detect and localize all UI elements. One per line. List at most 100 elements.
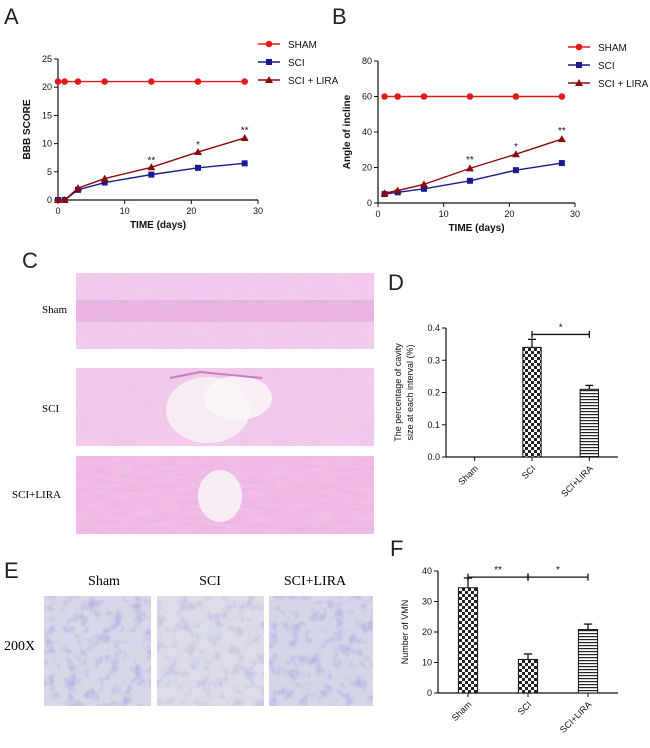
y-tick-label: 30 bbox=[422, 597, 432, 607]
bar-sci-lira bbox=[577, 629, 599, 694]
legend: SHAM SCI SCI + LIRA bbox=[568, 43, 649, 90]
histology-c-label-sci: SCI bbox=[42, 403, 59, 415]
y-tick-label: 40 bbox=[362, 127, 372, 137]
data-point-sci bbox=[148, 171, 155, 178]
data-point-sham bbox=[54, 78, 62, 85]
data-point-sham bbox=[558, 93, 566, 100]
y-tick-label: 25 bbox=[42, 54, 52, 64]
micrograph-sci bbox=[157, 596, 264, 706]
histology-image-sci bbox=[76, 368, 374, 446]
y-tick-label: 0 bbox=[427, 688, 432, 698]
y-tick-label: 40 bbox=[422, 566, 432, 576]
y-tick-label: 15 bbox=[42, 110, 52, 120]
x-tick-label-sci-lira: SCI+LIRA bbox=[558, 699, 594, 735]
y-tick-label: 60 bbox=[362, 92, 372, 102]
legend-label-sci-lira: SCI + LIRA bbox=[598, 79, 649, 90]
panel-label-a: A bbox=[4, 4, 19, 29]
data-point-sham bbox=[241, 78, 248, 85]
panel-label-f: F bbox=[390, 536, 403, 561]
significance-annotation: * bbox=[196, 140, 200, 151]
significance-annotation: ** bbox=[241, 125, 249, 136]
data-point-sham bbox=[194, 78, 202, 85]
legend-marker-sci bbox=[576, 62, 582, 68]
histology-c-label-sham: Sham bbox=[42, 304, 68, 316]
histology-e-col-sci: SCI bbox=[199, 574, 221, 589]
panel-label-c: C bbox=[22, 248, 38, 273]
x-tick-label-sci-lira: SCI+LIRA bbox=[559, 463, 595, 499]
data-point-sci bbox=[195, 164, 201, 171]
y-tick-label: 5 bbox=[47, 167, 52, 177]
data-point-sham bbox=[148, 78, 155, 85]
panel-label-e: E bbox=[4, 558, 19, 583]
data-point-sham bbox=[61, 78, 68, 85]
panel-label-b: B bbox=[332, 4, 347, 29]
legend-marker-sci-lira bbox=[575, 79, 583, 86]
y-axis-label: Number of VMN bbox=[400, 600, 410, 665]
data-point-sci-lira bbox=[54, 196, 62, 203]
data-point-sci-lira bbox=[74, 184, 82, 192]
y-tick-label: 10 bbox=[422, 658, 432, 668]
data-point-sham bbox=[381, 93, 388, 100]
y-tick-label: 20 bbox=[362, 163, 372, 173]
y-tick-label: 0.4 bbox=[427, 323, 440, 333]
y-tick-label: 20 bbox=[422, 627, 432, 637]
panel-label-d: D bbox=[388, 270, 404, 295]
data-point-sci-lira bbox=[393, 186, 402, 194]
legend-label-sci: SCI bbox=[598, 61, 615, 72]
y-tick-label: 0.2 bbox=[427, 388, 440, 398]
x-tick-label-sci: SCI bbox=[520, 463, 538, 481]
y-tick-label: 0.3 bbox=[427, 355, 440, 365]
legend-marker-sci bbox=[266, 59, 272, 65]
data-point-sci-lira bbox=[465, 164, 474, 172]
x-axis-label: TIME (days) bbox=[448, 223, 504, 234]
data-point-sci-lira bbox=[60, 196, 69, 203]
histology-panel-e: Sham SCI SCI+LIRA 200X bbox=[4, 574, 373, 706]
y-axis-label: BBB SCORE bbox=[22, 99, 33, 159]
significance-marker: * bbox=[559, 322, 563, 333]
bar-sci bbox=[517, 658, 539, 694]
data-point-sci bbox=[241, 160, 248, 167]
x-axis-label: TIME (days) bbox=[130, 220, 186, 231]
legend-marker-sham bbox=[575, 43, 583, 51]
significance-annotation: ** bbox=[466, 155, 474, 166]
significance-annotation: ** bbox=[147, 155, 155, 166]
data-point-sci-lira bbox=[240, 133, 249, 141]
legend: SHAM SCI SCI + LIRA bbox=[258, 40, 339, 87]
x-tick-label: 10 bbox=[439, 209, 449, 219]
histology-image-sham bbox=[76, 273, 374, 349]
x-tick-label-sham: Sham bbox=[456, 463, 480, 487]
histology-c-label-sci-lira: SCI+LIRA bbox=[12, 489, 61, 501]
data-point-sci-lira bbox=[419, 180, 428, 188]
bar-sham bbox=[457, 587, 479, 694]
significance-annotation: * bbox=[514, 142, 518, 153]
data-point-sham bbox=[420, 93, 428, 100]
y-axis-label: The percentage of cavity bbox=[393, 343, 403, 442]
data-point-sham bbox=[512, 93, 520, 100]
histology-e-col-sham: Sham bbox=[88, 574, 120, 589]
data-point-sci-lira bbox=[380, 189, 389, 197]
y-tick-label: 0.1 bbox=[427, 420, 440, 430]
y-tick-label: 0 bbox=[367, 198, 372, 208]
legend-label-sci: SCI bbox=[288, 58, 305, 69]
data-point-sham bbox=[394, 93, 402, 100]
x-tick-label: 30 bbox=[570, 209, 580, 219]
y-tick-label: 20 bbox=[42, 82, 52, 92]
histology-e-col-sci-lira: SCI+LIRA bbox=[284, 574, 347, 589]
data-point-sci-lira bbox=[100, 174, 109, 182]
y-tick-label: 0.0 bbox=[427, 452, 440, 462]
x-tick-label: 0 bbox=[55, 206, 60, 216]
data-point-sci bbox=[420, 185, 427, 192]
y-tick-label: 80 bbox=[362, 56, 372, 66]
data-point-sci-lira bbox=[557, 135, 566, 143]
chart-d-cavity-size: 0.0 0.1 0.2 0.3 0.4 Sham SCI SCI+LIRA * The perce… bbox=[393, 322, 618, 499]
data-point-sham bbox=[101, 78, 108, 85]
significance-marker: * bbox=[556, 565, 560, 576]
legend-label-sci-lira: SCI + LIRA bbox=[288, 76, 339, 87]
legend-label-sham: SHAM bbox=[288, 40, 317, 51]
data-point-sci-lira bbox=[147, 163, 156, 171]
y-tick-label: 10 bbox=[42, 139, 52, 149]
legend-marker-sham bbox=[265, 40, 273, 48]
histology-image-sci-lira bbox=[76, 456, 374, 534]
